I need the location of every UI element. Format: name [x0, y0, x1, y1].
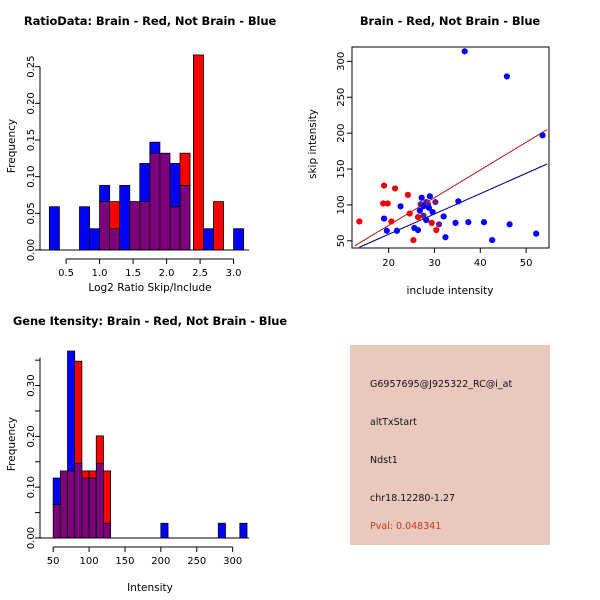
- svg-text:300: 300: [223, 556, 242, 567]
- panel-gene-histogram: Gene Itensity: Brain - Red, Not Brain - …: [0, 300, 300, 600]
- ratio-histogram-title: RatioData: Brain - Red, Not Brain - Blue: [23, 14, 277, 28]
- svg-text:0.20: 0.20: [26, 92, 37, 114]
- event-type-text: altTxStart: [370, 417, 417, 428]
- svg-text:0.00: 0.00: [26, 527, 37, 549]
- svg-text:0.5: 0.5: [58, 268, 74, 279]
- svg-text:200: 200: [336, 124, 347, 143]
- svg-text:50: 50: [336, 234, 347, 247]
- svg-text:1.5: 1.5: [125, 268, 141, 279]
- svg-text:30: 30: [428, 258, 441, 269]
- svg-text:0.25: 0.25: [26, 56, 37, 78]
- svg-text:0.10: 0.10: [26, 476, 37, 498]
- pval-text: Pval: 0.048341: [370, 521, 442, 532]
- svg-text:100: 100: [80, 556, 99, 567]
- svg-text:50: 50: [520, 258, 533, 269]
- svg-text:2.5: 2.5: [192, 268, 208, 279]
- scatter-xlabel: include intensity: [406, 285, 494, 297]
- svg-text:100: 100: [336, 195, 347, 214]
- scatter-title: Brain - Red, Not Brain - Blue: [359, 14, 541, 28]
- gene-histogram-ylabel: Frequency: [6, 416, 18, 472]
- svg-text:0.30: 0.30: [26, 374, 37, 396]
- ratio-histogram-xlabel: Log2 Ratio Skip/Include: [88, 282, 212, 294]
- svg-text:0.20: 0.20: [26, 425, 37, 447]
- scatter-plot: 50 100 150 200 250 300 20 30 40 50: [336, 46, 550, 269]
- svg-text:40: 40: [474, 258, 487, 269]
- svg-text:0.00: 0.00: [26, 239, 37, 261]
- svg-text:250: 250: [336, 88, 347, 107]
- svg-text:150: 150: [336, 159, 347, 178]
- panel-intensity-scatter: Brain - Red, Not Brain - Blue 50 100 150 20…: [300, 0, 600, 300]
- panel-ratio-histogram: RatioData: Brain - Red, Not Brain - Blue…: [0, 0, 300, 300]
- gene-histogram-title: Gene Itensity: Brain - Red, Not Brain - …: [12, 314, 288, 328]
- annotation-box: G6957695@J925322_RC@i_at altTxStart Ndst…: [350, 345, 550, 545]
- svg-text:250: 250: [187, 556, 206, 567]
- probe-id-text: G6957695@J925322_RC@i_at: [370, 379, 513, 390]
- svg-text:20: 20: [382, 258, 395, 269]
- svg-text:1.0: 1.0: [92, 268, 108, 279]
- svg-text:200: 200: [151, 556, 170, 567]
- gene-histogram-xlabel: Intensity: [127, 582, 173, 594]
- gene-symbol-text: Ndst1: [370, 455, 398, 466]
- scatter-ylabel: skip intensity: [307, 109, 319, 179]
- ratio-histogram-ylabel: Frequency: [6, 118, 18, 174]
- svg-text:3.0: 3.0: [226, 268, 242, 279]
- svg-text:300: 300: [336, 52, 347, 71]
- gene-histogram-plot: 0.00 0.10 0.20 0.30 50 100 150 200 250 300: [26, 350, 249, 567]
- locus-text: chr18.12280-1.27: [370, 493, 456, 504]
- svg-text:2.0: 2.0: [159, 268, 175, 279]
- ratio-histogram-plot: 0.00 0.05 0.10 0.15 0.20 0.25 0.5 1.0 1.5 2.0 2.5 3…: [26, 54, 249, 279]
- svg-text:150: 150: [115, 556, 134, 567]
- svg-text:0.10: 0.10: [26, 166, 37, 188]
- svg-text:0.05: 0.05: [26, 202, 37, 224]
- svg-text:50: 50: [47, 556, 60, 567]
- svg-text:0.15: 0.15: [26, 129, 37, 151]
- panel-annotation-info: G6957695@J925322_RC@i_at altTxStart Ndst…: [300, 300, 600, 600]
